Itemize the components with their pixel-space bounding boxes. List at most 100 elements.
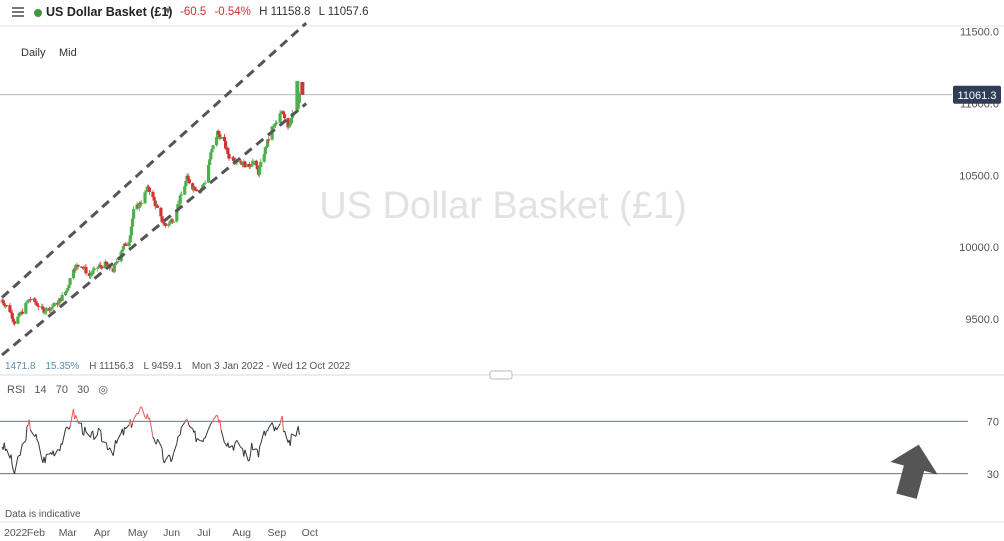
rsi-segment — [96, 428, 99, 436]
price-type-button[interactable]: Mid — [59, 47, 77, 59]
rsi-label[interactable]: RSI 14 70 30 ◎ — [7, 383, 114, 396]
rsi-name: RSI — [7, 384, 26, 396]
candle-body — [288, 123, 292, 126]
market-status-dot — [34, 9, 42, 17]
candle-body — [273, 123, 278, 126]
candle-body — [211, 145, 215, 149]
candle-body — [60, 295, 64, 301]
rsi-segment — [297, 426, 300, 435]
rsi-segment — [192, 428, 195, 433]
rsi-segment — [28, 419, 31, 431]
rsi-segment — [291, 433, 293, 435]
candle-body — [208, 159, 212, 166]
candle-body — [25, 302, 29, 304]
candles-group — [0, 80, 305, 326]
x-tick-label: Jul — [197, 527, 210, 539]
rsi-segment — [227, 442, 230, 448]
low-value: L 11057.6 — [318, 6, 369, 18]
candle-body — [217, 131, 221, 135]
rsi-segment — [26, 424, 29, 427]
rsi-segment — [268, 422, 273, 428]
rsi-segment — [289, 433, 292, 446]
rsi-segment — [169, 456, 172, 462]
rsi-segment — [44, 454, 47, 464]
rsi-segment — [177, 435, 180, 438]
rsi-segment — [85, 431, 90, 437]
rsi-segment — [260, 430, 265, 444]
x-tick-label: Sep — [268, 527, 287, 539]
candle-body — [140, 203, 144, 205]
candle-body — [231, 157, 236, 161]
candle-body — [127, 242, 131, 246]
rsi-segment — [179, 427, 182, 436]
candle-body — [28, 299, 32, 301]
rsi-segment — [220, 429, 225, 443]
eye-icon[interactable]: ◎ — [98, 384, 108, 396]
candle-body — [121, 245, 126, 250]
candle-body — [100, 266, 104, 269]
rsi-segment — [259, 443, 262, 447]
candle-body — [254, 160, 258, 166]
rsi-segment — [61, 428, 67, 445]
rsi-segment — [211, 420, 214, 423]
rsi-segment — [73, 408, 76, 420]
rsi-segment — [132, 419, 135, 424]
candle-body — [34, 301, 38, 304]
candle-body — [193, 187, 197, 191]
interval-button[interactable]: Daily — [21, 47, 46, 59]
price-tick-label: 10000.0 — [959, 242, 999, 254]
rsi-segment — [243, 449, 246, 457]
rsi-segment — [170, 458, 173, 463]
candle-body — [248, 166, 253, 168]
rsi-segment — [178, 434, 181, 437]
menu-icon[interactable] — [12, 7, 24, 17]
candle-body — [96, 266, 101, 268]
candle-body — [259, 161, 263, 168]
candle-body — [202, 183, 206, 185]
rsi-upper: 70 — [55, 384, 68, 396]
annotation-arrow — [890, 444, 938, 499]
chevron-down-icon[interactable]: ▼ — [163, 6, 173, 17]
rsi-segment — [20, 443, 23, 449]
candle-body — [214, 137, 219, 146]
x-tick-label: May — [128, 527, 149, 539]
candle-body — [183, 186, 187, 195]
rsi-segment — [116, 439, 119, 444]
candle-body — [210, 148, 214, 153]
rsi-segment — [255, 448, 258, 451]
candle-body — [170, 219, 174, 223]
rsi-segment — [217, 415, 220, 423]
rsi-segment — [84, 426, 87, 432]
candle-body — [283, 114, 287, 119]
rsi-segment — [66, 426, 69, 429]
candle-body — [120, 249, 124, 252]
candle-body — [68, 278, 72, 285]
candle-body — [176, 204, 180, 211]
candle-body — [191, 183, 195, 190]
rsi-segment — [6, 448, 11, 459]
x-tick-label: Jun — [163, 527, 180, 539]
instrument-title[interactable]: US Dollar Basket (£1) — [46, 5, 173, 19]
rsi-segment — [92, 430, 95, 440]
rsi-segment — [204, 428, 210, 439]
candle-body — [36, 305, 40, 307]
stats-points: 1471.8 — [5, 361, 36, 372]
rsi-segment — [241, 447, 243, 450]
rsi-segment — [13, 456, 19, 475]
candle-body — [265, 139, 270, 147]
rsi-tick-label: 30 — [987, 469, 999, 481]
rsi-tick-label: 70 — [987, 416, 999, 428]
candle-body — [178, 195, 182, 204]
candle-body — [160, 216, 164, 222]
candle-body — [203, 182, 207, 184]
candle-body — [144, 191, 148, 193]
rsi-segment — [228, 445, 233, 449]
candle-body — [35, 303, 39, 306]
rsi-segment — [69, 408, 74, 427]
rsi-segment — [138, 406, 141, 411]
stats-percent: 15.35% — [45, 361, 80, 372]
rsi-segment — [36, 440, 39, 443]
panel-resize-handle — [489, 370, 513, 380]
rsi-segment — [152, 436, 155, 440]
